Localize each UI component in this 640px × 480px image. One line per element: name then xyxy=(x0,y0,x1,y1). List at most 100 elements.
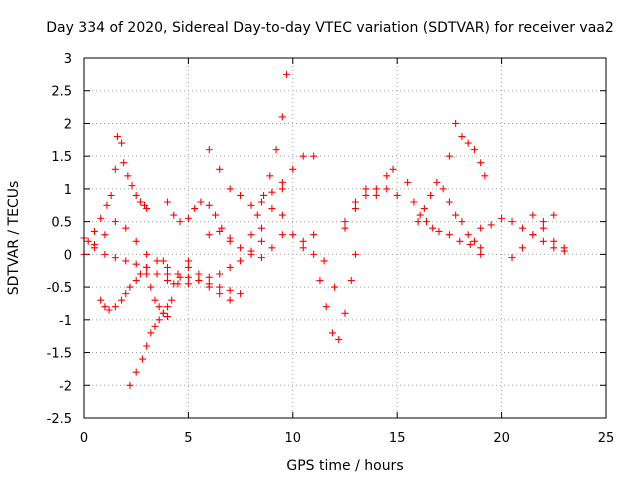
data-point xyxy=(518,244,526,252)
data-point xyxy=(445,198,453,206)
series-arc-19 xyxy=(414,178,485,258)
data-point xyxy=(136,198,144,206)
y-tick-label: -1.5 xyxy=(47,347,72,362)
data-point xyxy=(90,227,98,235)
data-point xyxy=(105,306,113,314)
data-point xyxy=(539,218,547,226)
data-point xyxy=(122,290,130,298)
data-point xyxy=(226,296,234,304)
data-point xyxy=(372,191,380,199)
data-point xyxy=(253,211,261,219)
data-point xyxy=(529,231,537,239)
series-arc-14 xyxy=(257,152,318,232)
series-arc-11 xyxy=(205,146,286,209)
data-point xyxy=(143,263,151,271)
x-tick-label: 20 xyxy=(493,431,510,446)
data-point xyxy=(247,201,255,209)
data-point xyxy=(351,205,359,213)
data-point xyxy=(247,231,255,239)
y-tick-label: -2 xyxy=(59,379,72,394)
series-arc-1 xyxy=(80,234,265,288)
data-point xyxy=(389,165,397,173)
data-point xyxy=(176,273,184,281)
data-point xyxy=(539,237,547,245)
tick-labels: 0 5 10 15 20 25 -2.5 -2 -1.5 -1 -0.5 0 0.5 1 1.5 2 2.5 3 xyxy=(47,52,615,446)
data-point xyxy=(153,257,161,265)
series-arc-2 xyxy=(80,218,234,294)
data-point xyxy=(351,250,359,258)
data-point xyxy=(151,322,159,330)
data-point xyxy=(257,254,265,262)
data-point xyxy=(155,303,163,311)
data-point xyxy=(205,273,213,281)
data-point xyxy=(278,211,286,219)
series-arc-15 xyxy=(278,211,359,343)
data-point xyxy=(124,172,132,180)
data-point xyxy=(138,355,146,363)
data-point xyxy=(310,250,318,258)
data-point xyxy=(560,244,568,252)
series-arc-5 xyxy=(97,263,151,314)
data-point xyxy=(107,191,115,199)
data-point xyxy=(176,218,184,226)
data-point xyxy=(164,263,172,271)
data-point xyxy=(101,303,109,311)
series-arc-4 xyxy=(111,133,151,213)
data-point xyxy=(362,191,370,199)
data-point xyxy=(414,218,422,226)
data-point xyxy=(122,257,130,265)
series-arc-7 xyxy=(143,270,172,321)
data-point xyxy=(322,303,330,311)
y-tick-label: 0 xyxy=(64,248,72,263)
y-tick-label: -2.5 xyxy=(47,412,72,427)
data-point xyxy=(487,221,495,229)
data-point xyxy=(452,119,460,127)
series-arc-12 xyxy=(205,227,286,262)
data-point xyxy=(126,283,134,291)
data-point xyxy=(126,381,134,389)
data-point xyxy=(347,277,355,285)
data-point xyxy=(420,205,428,213)
data-point xyxy=(278,113,286,121)
data-point xyxy=(445,231,453,239)
data-point xyxy=(170,280,178,288)
data-point xyxy=(268,244,276,252)
data-point xyxy=(164,198,172,206)
series-arc-9 xyxy=(159,257,192,288)
data-point xyxy=(283,70,291,78)
data-point xyxy=(113,133,121,141)
data-point xyxy=(498,214,506,222)
series-arc-13 xyxy=(247,70,291,239)
data-point xyxy=(550,211,558,219)
data-point xyxy=(427,191,435,199)
data-point xyxy=(268,205,276,213)
data-point xyxy=(272,146,280,154)
data-point xyxy=(195,277,203,285)
data-point xyxy=(184,214,192,222)
axis-ticks xyxy=(83,57,607,419)
data-point xyxy=(155,316,163,324)
x-tick-label: 0 xyxy=(80,431,88,446)
data-point xyxy=(101,231,109,239)
data-point xyxy=(439,185,447,193)
y-tick-label: 1.5 xyxy=(51,150,72,165)
y-tick-label: 2 xyxy=(64,117,72,132)
data-point xyxy=(383,172,391,180)
data-point xyxy=(132,237,140,245)
data-point xyxy=(404,178,412,186)
data-point xyxy=(136,270,144,278)
data-point xyxy=(216,165,224,173)
data-point xyxy=(458,133,466,141)
data-point xyxy=(216,283,224,291)
series-arc-23 xyxy=(529,211,568,252)
data-point xyxy=(111,303,119,311)
data-point xyxy=(132,368,140,376)
data-point xyxy=(132,260,140,268)
data-point xyxy=(111,254,119,262)
data-point xyxy=(164,313,172,321)
data-point xyxy=(216,290,224,298)
data-point xyxy=(118,139,126,147)
data-point xyxy=(341,224,349,232)
data-point xyxy=(335,335,343,343)
data-point xyxy=(310,152,318,160)
